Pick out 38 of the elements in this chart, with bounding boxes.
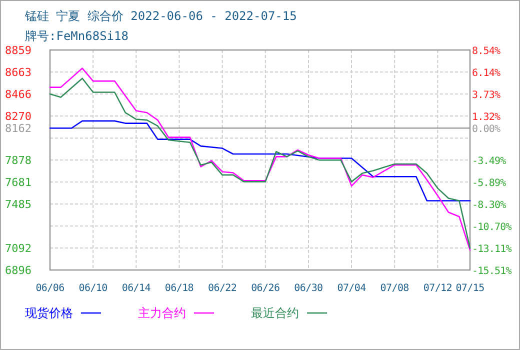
x-tick-label: 06/06	[36, 283, 65, 294]
legend-label: 现货价格	[25, 306, 73, 320]
y2-tick-label: 3.73%	[472, 90, 500, 101]
y2-tick-label: -10.70%	[472, 222, 512, 233]
legend-label: 最近合约	[251, 306, 299, 320]
y-tick-label: 7878	[5, 154, 32, 167]
x-tick-label: 06/18	[164, 283, 194, 294]
y2-tick-label: -13.11%	[472, 244, 512, 256]
y-tick-label: 8466	[5, 88, 32, 102]
y2-tick-label: -3.49%	[472, 156, 506, 168]
y2-tick-label: -15.51%	[472, 266, 512, 277]
x-tick-label: 06/30	[294, 283, 324, 294]
y-tick-label: 8663	[5, 66, 32, 79]
y-tick-label: 7681	[5, 176, 32, 190]
x-tick-label: 07/04	[337, 283, 366, 294]
y2-tick-label: -8.30%	[472, 200, 506, 212]
y-tick-label: 6896	[5, 264, 32, 277]
chart-subtitle: 牌号:FeMn68Si18	[25, 29, 128, 43]
y2-tick-label: -5.89%	[472, 178, 506, 189]
x-tick-label: 07/08	[380, 283, 410, 294]
y-tick-label: 7485	[5, 198, 32, 211]
line-series	[49, 120, 471, 202]
y2-tick-label: 6.14%	[472, 68, 500, 79]
y-tick-label: 8270	[5, 110, 32, 124]
x-tick-label: 06/26	[251, 283, 280, 294]
x-tick-label: 06/14	[122, 283, 151, 294]
y-tick-label: 8859	[5, 44, 32, 57]
x-tick-label: 06/22	[208, 283, 237, 294]
legend-label: 主力合约	[138, 306, 186, 320]
x-tick-label: 07/12	[423, 283, 452, 294]
y2-tick-label: 8.54%	[472, 46, 500, 57]
chart-title: 锰硅 宁夏 综合价 2022-06-06 - 2022-07-15	[24, 9, 297, 23]
ref-line-label: 8162	[5, 122, 32, 136]
y-tick-label: 7092	[5, 242, 32, 256]
y2-tick-label: 0.00%	[472, 124, 500, 136]
x-tick-label: 06/10	[78, 283, 108, 294]
x-tick-label: 07/15	[456, 283, 485, 294]
y2-tick-label: 1.32%	[472, 112, 500, 124]
